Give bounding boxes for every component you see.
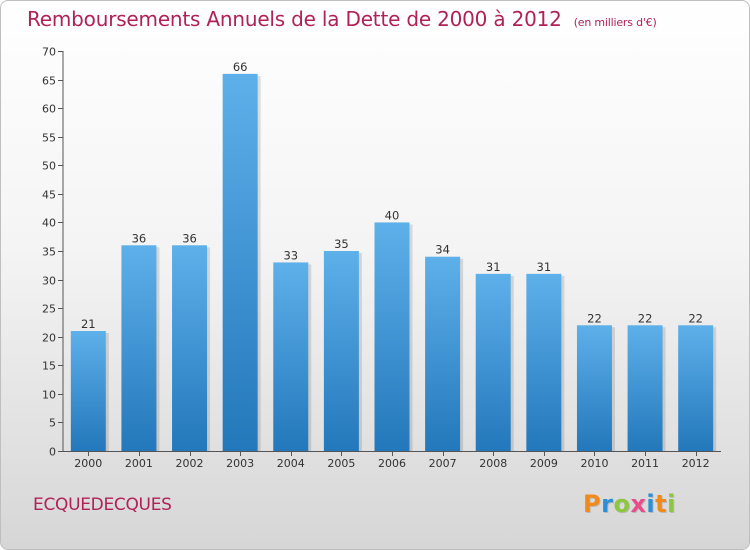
x-tick-label-2009: 2009 [530,457,558,470]
logo-letter: i [646,490,656,518]
logo-letter: o [613,490,631,518]
data-label-2002: 36 [182,231,197,245]
y-tick-label: 50 [42,160,56,173]
bar-2007 [425,256,461,451]
y-tick-label: 10 [42,389,56,402]
bar-2009 [526,273,562,451]
x-tick-label-2012: 2012 [682,457,710,470]
data-label-2007: 34 [435,243,450,257]
bar-2008 [475,273,511,451]
y-tick-label: 55 [42,132,56,145]
y-tick-label: 35 [42,246,56,259]
axes: 0 5 10 15 20 25 30 35 40 45 50 55 60 65 70 2000 2001 2002… [42,46,721,470]
bar-2010 [576,325,612,451]
proxiti-logo: Proxiti [583,490,676,518]
bar-2006 [374,222,410,451]
x-tick-label-2010: 2010 [580,457,608,470]
y-tick-label: 30 [42,275,56,288]
y-tick-label: 70 [42,46,56,59]
bar-2005 [323,251,359,451]
y-tick-label: 60 [42,103,56,116]
x-tick-label-2007: 2007 [429,457,457,470]
logo-letter: P [583,490,602,518]
y-tick-label: 15 [42,360,56,373]
data-label-2009: 31 [537,260,552,274]
bar-2011 [627,325,663,451]
y-tick-label: 20 [42,332,56,345]
logo-letter: i [667,490,676,518]
chart-title: Remboursements Annuels de la Dette de 20… [27,7,657,31]
x-tick-label-2000: 2000 [74,457,102,470]
x-tick-label-2002: 2002 [176,457,204,470]
x-tick-label-2001: 2001 [125,457,153,470]
logo-letter: t [655,490,668,518]
data-label-2005: 35 [334,237,349,251]
data-label-2008: 31 [486,260,501,274]
bar-2001 [121,245,157,451]
y-tick-label: 45 [42,189,56,202]
data-label-2010: 22 [587,311,602,325]
x-tick-label-2004: 2004 [277,457,305,470]
chart-title-text: Remboursements Annuels de la Dette de 20… [27,7,562,31]
x-tick-label-2011: 2011 [631,457,659,470]
bar-2000 [70,331,106,451]
y-tick-label: 65 [42,75,56,88]
bar-2003 [222,73,258,451]
data-label-2012: 22 [688,311,703,325]
data-label-2006: 40 [385,208,400,222]
x-tick-label-2005: 2005 [327,457,355,470]
data-label-2011: 22 [638,311,653,325]
bar-2004 [273,262,309,451]
bar-2012 [678,325,714,451]
x-tick-label-2006: 2006 [378,457,406,470]
data-label-2004: 33 [283,248,298,262]
x-tick-label-2008: 2008 [479,457,507,470]
y-tick-label: 25 [42,303,56,316]
data-label-2003: 66 [233,60,248,74]
bar-2002 [172,245,208,451]
data-label-2000: 21 [81,317,96,331]
y-tick-label: 5 [49,417,56,430]
y-tick-label: 40 [42,217,56,230]
unit-note: (en milliers d'€) [573,16,657,29]
logo-letter: x [630,490,647,518]
logo-letter: r [601,490,614,518]
commune-name: ECQUEDECQUES [33,495,172,515]
x-tick-label-2003: 2003 [226,457,254,470]
data-label-2001: 36 [132,231,147,245]
bars: 21 36 36 66 33 35 40 34 31 31 22 22 22 [70,60,717,451]
y-tick-label: 0 [49,446,56,459]
